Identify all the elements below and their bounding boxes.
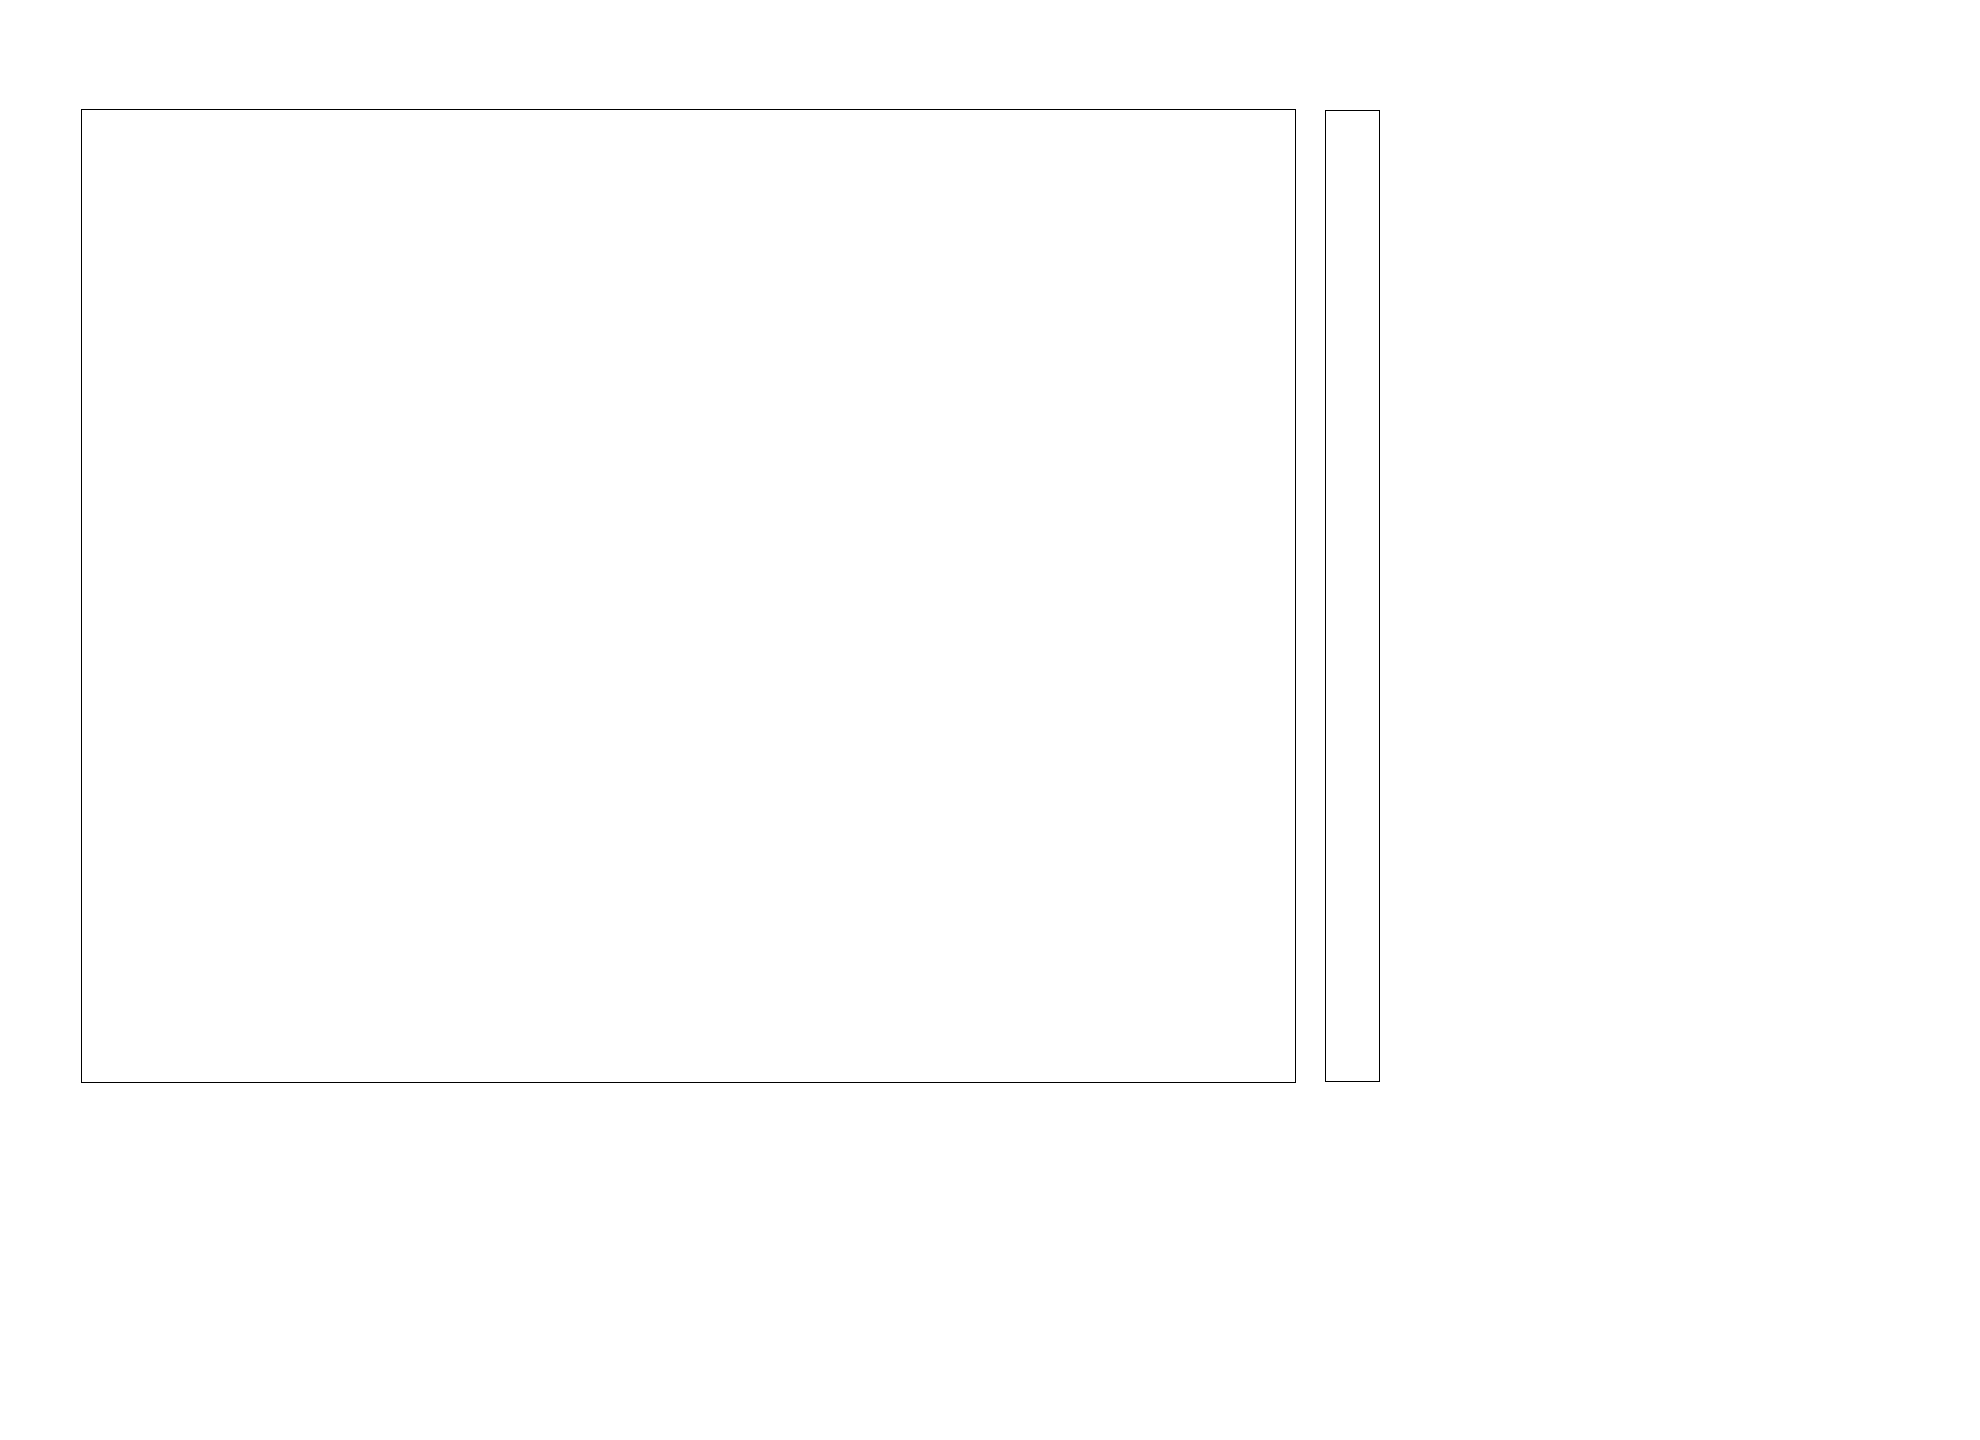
map-canvas: [82, 110, 1295, 1082]
map-plot-area: [81, 109, 1296, 1083]
colorbar: [1325, 110, 1380, 1082]
